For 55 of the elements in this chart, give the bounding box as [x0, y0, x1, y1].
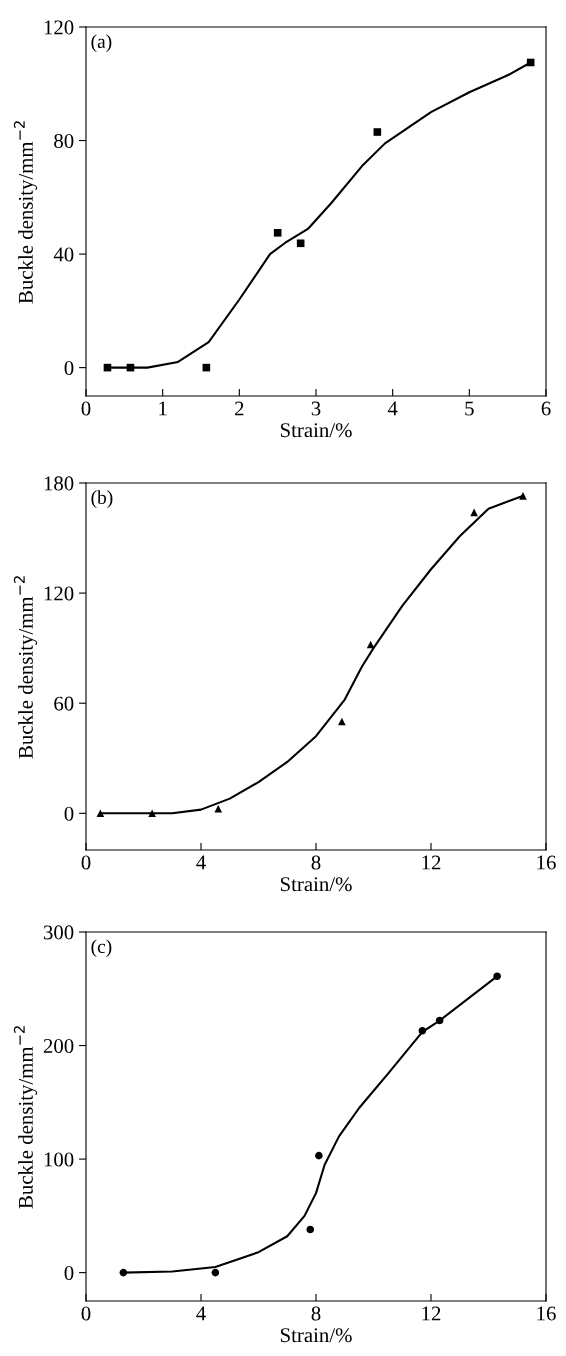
point [338, 717, 346, 726]
point [418, 1026, 427, 1035]
point [306, 1225, 315, 1234]
y-axis-title: Buckle density/mm$^{−2}$ [13, 121, 38, 304]
point [435, 1016, 444, 1025]
x-tick-label: 16 [537, 855, 556, 870]
y-tick-label: 120 [44, 586, 74, 601]
y-tick-label: 0 [64, 806, 74, 821]
x-tick-label: 0 [81, 855, 91, 870]
point [119, 1268, 128, 1277]
point [470, 508, 478, 517]
x-axis-title: Strain/% [280, 423, 352, 438]
y-tick-label: 300 [43, 925, 74, 940]
y-tick-label: 120 [44, 20, 74, 35]
point [214, 804, 223, 813]
x-tick-label: 12 [422, 855, 441, 870]
y-tick-label: 60 [54, 696, 74, 711]
x-tick-label: 0 [81, 1306, 91, 1321]
point [519, 492, 527, 500]
point [366, 640, 375, 649]
y-tick-label: 180 [44, 476, 74, 491]
x-tick-label: 4 [196, 855, 206, 870]
y-tick-label: 0 [64, 1265, 74, 1281]
x-axis-title: Strain/% [280, 1328, 352, 1343]
x-tick-label: 8 [311, 1306, 321, 1321]
point [493, 972, 501, 981]
point [96, 809, 105, 818]
x-tick-label: 4 [387, 401, 398, 416]
annotation: (a) [91, 34, 112, 53]
y-axis-title: Buckle density/mm$^{−2}$ [13, 1026, 38, 1209]
x-tick-label: 2 [235, 401, 244, 416]
y-tick-label: 200 [43, 1038, 74, 1053]
x-tick-label: 8 [311, 855, 321, 870]
x-tick-label: 6 [541, 401, 551, 416]
point [296, 239, 305, 248]
x-tick-label: 16 [537, 1306, 556, 1321]
point [211, 1268, 220, 1277]
annotation: (c) [91, 939, 112, 958]
x-axis-title: Strain/% [280, 877, 352, 892]
point [373, 128, 382, 136]
x-tick-label: 0 [81, 401, 91, 416]
y-tick-label: 40 [53, 247, 74, 262]
x-tick-label: 4 [196, 1306, 206, 1321]
point [148, 809, 156, 818]
x-tick-label: 3 [311, 401, 321, 416]
x-tick-label: 12 [422, 1306, 441, 1321]
y-tick-label: 100 [44, 1152, 74, 1167]
y-tick-label: 0 [64, 360, 74, 376]
x-tick-label: 5 [465, 401, 474, 416]
point [315, 1151, 323, 1160]
annotation: (b) [91, 490, 113, 508]
x-tick-label: 1 [159, 401, 167, 416]
y-tick-label: 80 [54, 133, 74, 148]
point [273, 228, 282, 237]
y-axis-title: Buckle density/mm$^{−2}$ [13, 576, 38, 759]
